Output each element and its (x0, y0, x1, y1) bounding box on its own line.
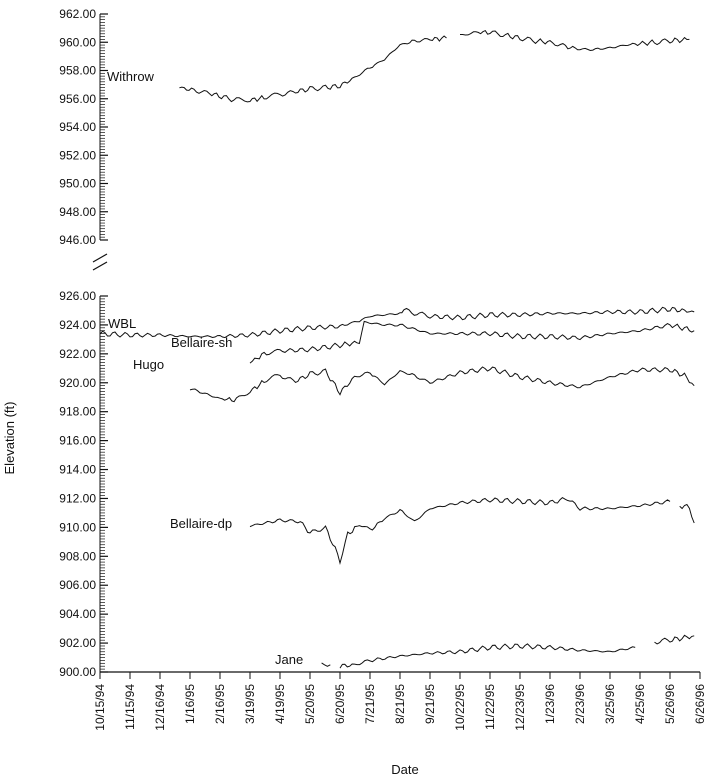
x-tick-label: 6/20/95 (333, 684, 347, 724)
series-line-withrow (179, 35, 447, 103)
x-tick-label: 1/16/95 (183, 684, 197, 724)
x-tick-label: 11/22/95 (483, 684, 497, 730)
x-tick-label: 3/25/96 (603, 684, 617, 724)
y-tick-label: 948.00 (59, 205, 96, 219)
y-tick-label: 946.00 (59, 233, 96, 247)
y-tick-label: 906.00 (59, 578, 96, 592)
x-tick-label: 8/21/95 (393, 684, 407, 724)
x-tick-label: 10/15/94 (93, 684, 107, 731)
x-tick-label: 4/19/95 (273, 684, 287, 724)
y-tick-label: 954.00 (59, 120, 96, 134)
y-tick-label: 914.00 (59, 463, 96, 477)
series-line-bellaire-dp (249, 496, 671, 566)
axis-break-mark (92, 253, 108, 263)
y-tick-label: 958.00 (59, 64, 96, 78)
x-axis-title: Date (391, 762, 418, 777)
series-line-bellaire-sh (249, 320, 695, 364)
series-label-jane: Jane (275, 652, 303, 667)
axes-layer (92, 13, 701, 679)
series-line-jane (654, 634, 695, 645)
y-axis-title: Elevation (ft) (2, 402, 17, 475)
y-tick-label: 900.00 (59, 665, 96, 679)
y-tick-label: 918.00 (59, 405, 96, 419)
x-tick-label: 5/26/96 (663, 684, 677, 724)
label-layer: 946.00 948.00 950.00 952.00 954.00 956.00 958.… (59, 7, 707, 731)
x-tick-label: 11/15/94 (123, 684, 137, 730)
x-tick-label: 5/20/95 (303, 684, 317, 724)
x-tick-label: 3/19/95 (243, 684, 257, 724)
x-tick-label: 4/25/96 (633, 684, 647, 724)
series-line-jane (339, 643, 636, 669)
y-tick-label: 926.00 (59, 289, 96, 303)
y-tick-label: 916.00 (59, 434, 96, 448)
x-tick-label: 6/26/96 (693, 684, 707, 724)
y-tick-label: 920.00 (59, 376, 96, 390)
axis-break-mark (92, 261, 108, 271)
y-tick-label: 950.00 (59, 177, 96, 191)
y-tick-label: 912.00 (59, 491, 96, 505)
y-tick-label: 904.00 (59, 607, 96, 621)
x-tick-label: 1/23/96 (543, 684, 557, 724)
y-tick-label: 960.00 (59, 35, 96, 49)
y-tick-label: 902.00 (59, 636, 96, 650)
series-label-wbl: WBL (108, 316, 136, 331)
x-tick-label: 2/16/95 (213, 684, 227, 724)
x-tick-label: 10/22/95 (453, 684, 467, 731)
y-tick-label: 956.00 (59, 92, 96, 106)
x-tick-label: 9/21/95 (423, 684, 437, 724)
y-tick-label: 962.00 (59, 7, 96, 21)
series-line-wbl (99, 306, 695, 339)
y-tick-label: 908.00 (59, 549, 96, 563)
series-label-hugo: Hugo (133, 357, 164, 372)
y-tick-label: 952.00 (59, 148, 96, 162)
series-line-jane (321, 662, 331, 667)
x-tick-label: 7/21/95 (363, 684, 377, 724)
series-layer (99, 29, 695, 669)
y-tick-label: 910.00 (59, 520, 96, 534)
series-line-hugo (189, 366, 695, 403)
series-label-bellaire-dp: Bellaire-dp (170, 516, 232, 531)
x-tick-label: 12/16/94 (153, 684, 167, 731)
y-tick-label: 924.00 (59, 318, 96, 332)
series-line-bellaire-dp (679, 503, 695, 524)
x-tick-label: 12/23/95 (513, 684, 527, 731)
x-tick-label: 2/23/96 (573, 684, 587, 724)
y-tick-label: 922.00 (59, 347, 96, 361)
series-label-bellaire-sh: Bellaire-sh (171, 335, 232, 350)
series-label-withrow: Withrow (107, 69, 155, 84)
series-line-withrow (460, 29, 690, 52)
